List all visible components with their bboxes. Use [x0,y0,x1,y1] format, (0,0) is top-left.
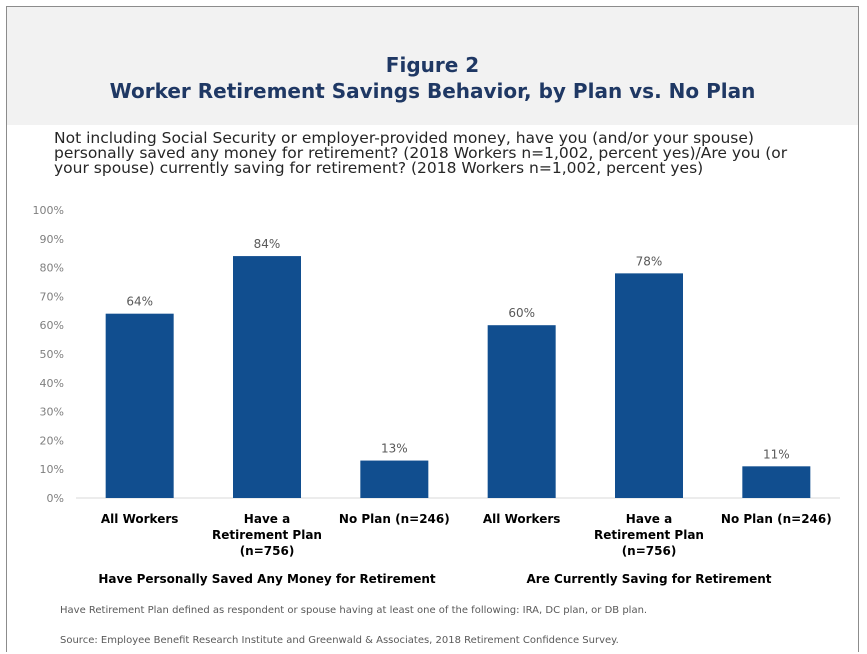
y-tick-label: 90% [40,233,64,246]
y-tick-label: 30% [40,406,64,419]
footnote: Have Retirement Plan defined as responde… [60,605,648,616]
bar [742,466,811,498]
y-tick-label: 0% [47,492,64,505]
y-tick-label: 60% [40,319,64,332]
y-tick-label: 50% [40,348,64,361]
y-tick-label: 20% [40,434,64,447]
bar [105,313,174,498]
category-label: All Workers [483,512,561,526]
survey-question: Not including Social Security or employe… [54,129,844,177]
y-tick-label: 80% [40,262,64,275]
data-label: 13% [381,442,408,456]
survey-question-line: your spouse) currently saving for retire… [54,159,704,177]
group-label: Have Personally Saved Any Money for Reti… [98,572,436,586]
source-note: Source: Employee Benefit Research Instit… [60,635,619,646]
category-label: No Plan (n=246) [721,512,832,526]
figure-number: Figure 2 [385,53,480,77]
figure-header: Figure 2 Worker Retirement Savings Behav… [7,7,858,125]
bar [360,460,429,498]
bar [233,256,301,498]
y-tick-label: 10% [40,463,64,476]
group-label: Are Currently Saving for Retirement [527,572,772,586]
category-labels: All Workers Have a Retirement Plan (n=756) N… [101,512,832,558]
y-tick-label: 40% [40,377,64,390]
data-label: 78% [636,254,663,268]
survey-question-line: personally saved any money for retiremen… [54,144,788,162]
data-label: 11% [763,447,790,461]
y-tick-label: 100% [33,204,64,217]
survey-question-line: Not including Social Security or employe… [54,129,754,147]
data-label: 60% [508,306,535,320]
group-labels: Have Personally Saved Any Money for Reti… [98,572,771,586]
category-label: Have a Retirement Plan (n=756) [212,512,322,558]
data-label: 84% [254,237,281,251]
bar [487,325,556,498]
figure-frame: Figure 2 Worker Retirement Savings Behav… [6,6,859,652]
figure-title: Worker Retirement Savings Behavior, by P… [109,79,756,103]
data-labels: 64% 84% 13% 60% 78% 11% [126,237,789,461]
category-label: All Workers [101,512,179,526]
category-label: Have a Retirement Plan (n=756) [594,512,704,558]
y-axis-tick-labels: 0% 10% 20% 30% 40% 50% 60% 70% 80% 90% 100% [33,204,64,505]
y-tick-label: 70% [40,290,64,303]
category-label: No Plan (n=246) [339,512,450,526]
bar [615,273,683,498]
bars [105,256,811,498]
data-label: 64% [126,295,153,309]
